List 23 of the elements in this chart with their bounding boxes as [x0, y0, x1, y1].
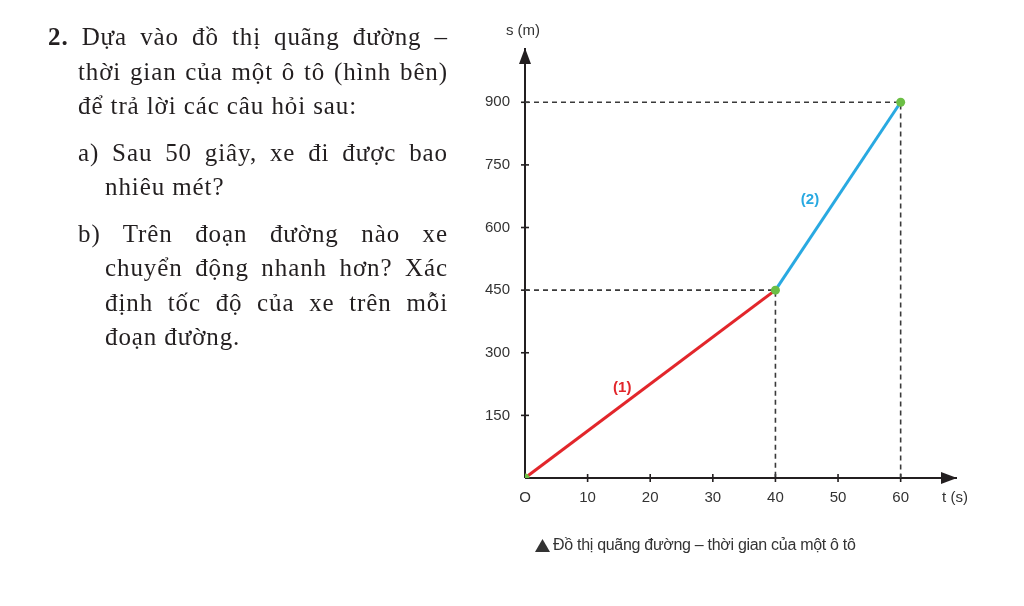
y-axis-title: s (m): [505, 21, 541, 39]
x-tick-label: O: [519, 488, 531, 506]
x-axis-title: t (s): [942, 488, 968, 506]
y-tick-label: 450: [484, 280, 510, 298]
text: a) Sau 50 giây, xe đi được bao nhiêu mét?: [77, 137, 448, 202]
point: [896, 97, 906, 107]
y-tick-label: 900: [484, 92, 510, 110]
x-tick-label: 30: [704, 488, 722, 506]
y-tick-label: 300: [484, 342, 510, 360]
y-tick-label: 600: [484, 217, 510, 235]
series-label: (2): [800, 190, 820, 208]
x-tick-label: 40: [767, 488, 784, 506]
y-tick-label: 750: [484, 155, 510, 173]
text: Đồ thị quãng đường – thời gian của một ô tô: [553, 536, 856, 554]
text: 2. Dựa vào đồ thị quãng đường – thời gian của một ô tô (hình bên) để trả lời các câu hỏi sau:: [48, 22, 448, 121]
x-tick-label: 60: [892, 488, 909, 506]
x-tick-label: 50: [829, 488, 847, 506]
text: b) Trên đoạn đường nào xe chuyển động nhanh hơn? Xác định tốc độ của xe trên mỗi đoạn đường.: [77, 218, 448, 352]
y-tick-label: 150: [484, 405, 510, 423]
series-label: (1): [613, 378, 632, 396]
point: [770, 285, 780, 295]
x-tick-label: 20: [641, 488, 659, 506]
x-tick-label: 10: [579, 488, 596, 506]
